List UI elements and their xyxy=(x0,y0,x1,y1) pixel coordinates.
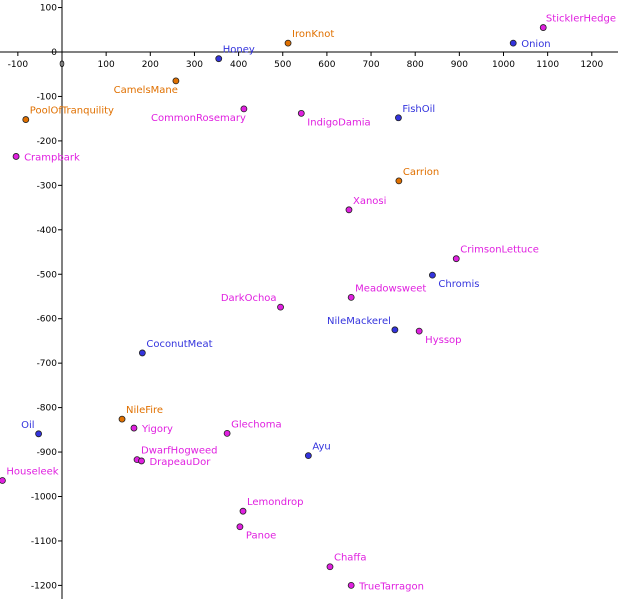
y-tick-label: -800 xyxy=(37,404,58,414)
data-point xyxy=(118,415,126,423)
data-point xyxy=(172,77,180,85)
x-tick-label: 1000 xyxy=(492,60,515,70)
data-points xyxy=(0,24,547,589)
point-label: Lemondrop xyxy=(247,497,303,508)
data-point xyxy=(239,507,247,515)
y-tick-label: -900 xyxy=(37,448,58,458)
data-point xyxy=(395,177,403,185)
point-label: TrueTarragon xyxy=(358,581,424,592)
data-point xyxy=(391,326,399,334)
data-point xyxy=(22,116,30,123)
y-tick-label: 0 xyxy=(51,48,57,58)
point-label: Crampbark xyxy=(24,152,80,163)
y-tick-label: -1000 xyxy=(31,493,57,503)
data-point xyxy=(345,206,353,214)
data-point xyxy=(215,55,223,63)
point-label: Carrion xyxy=(403,167,439,178)
x-tick-label: 900 xyxy=(451,60,468,70)
y-tick-label: -500 xyxy=(37,270,58,280)
point-label: Hyssop xyxy=(425,335,461,346)
point-label: NileMackerel xyxy=(327,316,391,327)
x-tick-label: 1100 xyxy=(536,60,559,70)
point-label: Xanosi xyxy=(353,196,386,207)
x-tick-label: 100 xyxy=(98,60,115,70)
y-tick-label: -300 xyxy=(37,181,58,191)
y-tick-label: -200 xyxy=(37,137,58,147)
point-label: Panoe xyxy=(246,531,276,542)
point-label: IronKnot xyxy=(292,29,334,40)
x-tick-label: 600 xyxy=(318,60,335,70)
data-point xyxy=(347,582,355,589)
point-label: StickIerHedge xyxy=(546,14,616,25)
x-tick-label: 500 xyxy=(274,60,291,70)
y-tick-label: -1200 xyxy=(31,581,57,591)
point-label: Onion xyxy=(521,39,550,50)
x-tick-label: 400 xyxy=(230,60,247,70)
point-label: DrapeauDor xyxy=(149,457,211,468)
x-tick-label: 200 xyxy=(142,60,159,70)
y-tick-label: -700 xyxy=(37,359,58,369)
data-point xyxy=(347,293,355,301)
point-label: NileFire xyxy=(126,405,163,416)
tick-labels: -100 0 100 200 300 400 500 600 700 800 900 1000 1100… xyxy=(8,4,604,592)
x-tick-label: 1200 xyxy=(580,60,603,70)
data-point xyxy=(138,457,145,465)
y-tick-label: -100 xyxy=(37,92,58,102)
point-label: Honey xyxy=(223,45,255,56)
point-label: CommonRosemary xyxy=(151,113,246,124)
x-tick-label: 800 xyxy=(407,60,424,70)
data-point xyxy=(35,430,43,438)
data-point xyxy=(0,477,6,484)
x-tick-label: -100 xyxy=(8,60,29,70)
point-label: Chromis xyxy=(438,279,479,290)
y-tick-label: -600 xyxy=(37,315,58,325)
point-label: Ayu xyxy=(312,442,330,453)
point-label: Meadowsweet xyxy=(355,283,426,294)
point-label: PoolOfTranquility xyxy=(30,106,114,117)
data-point xyxy=(297,109,305,117)
data-point xyxy=(509,39,517,47)
x-tick-label: 300 xyxy=(186,60,203,70)
data-point xyxy=(539,24,547,31)
point-label: Glechoma xyxy=(231,419,282,430)
point-label: Yigory xyxy=(141,424,173,435)
point-label: CamelsMane xyxy=(114,85,178,96)
x-tick-label: 0 xyxy=(59,60,65,70)
x-tick-label: 700 xyxy=(362,60,379,70)
data-point xyxy=(277,303,284,311)
data-point xyxy=(304,452,312,460)
y-tick-label: -400 xyxy=(37,226,58,236)
data-point xyxy=(138,349,146,357)
data-point xyxy=(415,327,423,335)
data-point xyxy=(284,39,292,47)
point-label: Chaffa xyxy=(334,553,366,564)
y-tick-label: 100 xyxy=(40,4,57,14)
data-point xyxy=(236,523,244,531)
data-point xyxy=(429,271,436,279)
point-label: DarkOchoa xyxy=(221,293,277,304)
point-label: CoconutMeat xyxy=(146,339,212,350)
point-label: Houseleek xyxy=(6,466,58,477)
data-point xyxy=(452,255,460,263)
y-tick-label: -1100 xyxy=(31,537,57,547)
data-point xyxy=(240,105,248,113)
data-point xyxy=(223,429,231,437)
data-point xyxy=(130,424,138,432)
data-point xyxy=(12,153,20,160)
point-labels: StickIerHedge Onion IronKnot Honey CamelsMan… xyxy=(6,14,616,593)
data-point xyxy=(326,563,334,571)
point-label: CrimsonLettuce xyxy=(460,245,539,256)
point-label: DwarfHogweed xyxy=(141,446,217,457)
point-label: Oil xyxy=(21,420,34,431)
point-label: FishOil xyxy=(402,104,435,115)
data-point xyxy=(395,114,402,122)
point-label: IndigoDamia xyxy=(307,117,370,128)
